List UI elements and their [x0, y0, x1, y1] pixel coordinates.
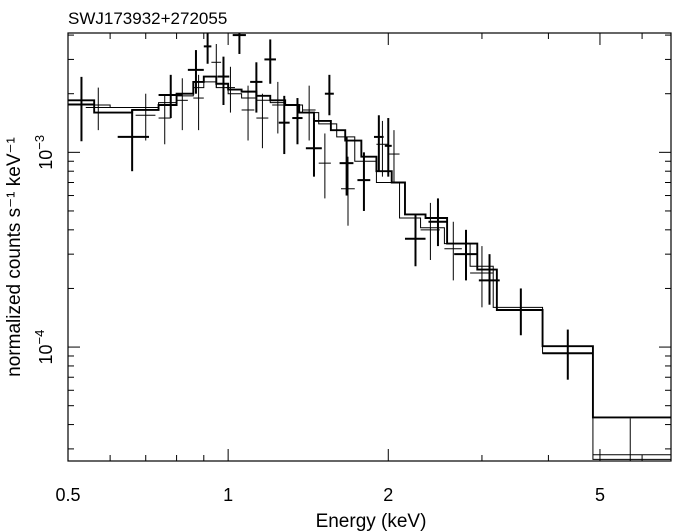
data-point-thick	[264, 39, 276, 84]
x-axis-title: Energy (keV)	[316, 511, 427, 532]
data-point-thin	[318, 133, 331, 199]
data-point-thin	[444, 221, 462, 281]
x-tick-label: 1	[223, 485, 233, 505]
data-point-thick	[232, 33, 246, 54]
data-point-thin	[420, 202, 440, 260]
data-point-thick	[117, 109, 150, 172]
data-point-thin	[211, 43, 222, 88]
data-point-thick	[384, 118, 392, 177]
model-step-curve-thin	[68, 81, 671, 460]
data-point-thin	[256, 93, 269, 149]
data-point-thick	[542, 329, 593, 380]
data-point-thin	[470, 246, 494, 308]
data-point-thin	[85, 87, 111, 131]
chart-title: SWJ173932+272055	[68, 9, 227, 28]
plot-frame	[67, 32, 672, 462]
x-tick-label: 0.5	[55, 485, 80, 505]
data-point-thick	[217, 56, 230, 106]
data-point-thin	[376, 120, 389, 177]
data-point-thin	[272, 81, 284, 134]
data-point-thick	[158, 74, 183, 119]
plot-border	[67, 32, 672, 462]
model-step-curve-thick	[68, 75, 671, 419]
data-point-thick	[292, 98, 303, 145]
data-point-thick	[454, 229, 478, 281]
data-point-thick	[203, 33, 212, 64]
data-point-thin	[388, 130, 400, 183]
data-point-thin	[193, 74, 204, 131]
y-axis-title: normalized counts s⁻¹ keV⁻¹	[4, 137, 25, 377]
data-point-thin	[176, 78, 188, 131]
data-point-thin	[302, 85, 316, 141]
tick-labels: 0.5 1 2 5 10−4 10−3	[32, 135, 605, 505]
data-point-thick	[339, 136, 354, 196]
data-point-thick	[404, 214, 426, 267]
data-point-thick	[357, 152, 371, 211]
y-tick-label: 10−3	[32, 135, 56, 170]
axis-ticks	[67, 33, 671, 461]
data-point-thick	[250, 62, 263, 113]
data-point-thick	[428, 198, 448, 247]
data-point-thin	[592, 418, 671, 461]
y-tick-label: 10−4	[32, 330, 56, 365]
data-point-thick	[305, 118, 322, 177]
data-point-thick	[187, 50, 204, 94]
data-points	[68, 33, 671, 461]
model-curves	[68, 75, 671, 460]
data-point-thick	[496, 288, 543, 336]
data-point-thin	[341, 156, 355, 226]
data-point-thick	[324, 74, 334, 116]
x-tick-label: 5	[595, 485, 605, 505]
data-point-thin	[241, 85, 255, 141]
data-point-thin	[158, 95, 171, 145]
data-point-thick	[68, 76, 95, 142]
data-point-thick	[278, 95, 290, 155]
data-point-thin	[225, 66, 235, 113]
x-tick-label: 2	[383, 485, 393, 505]
data-point-thin	[135, 93, 156, 141]
